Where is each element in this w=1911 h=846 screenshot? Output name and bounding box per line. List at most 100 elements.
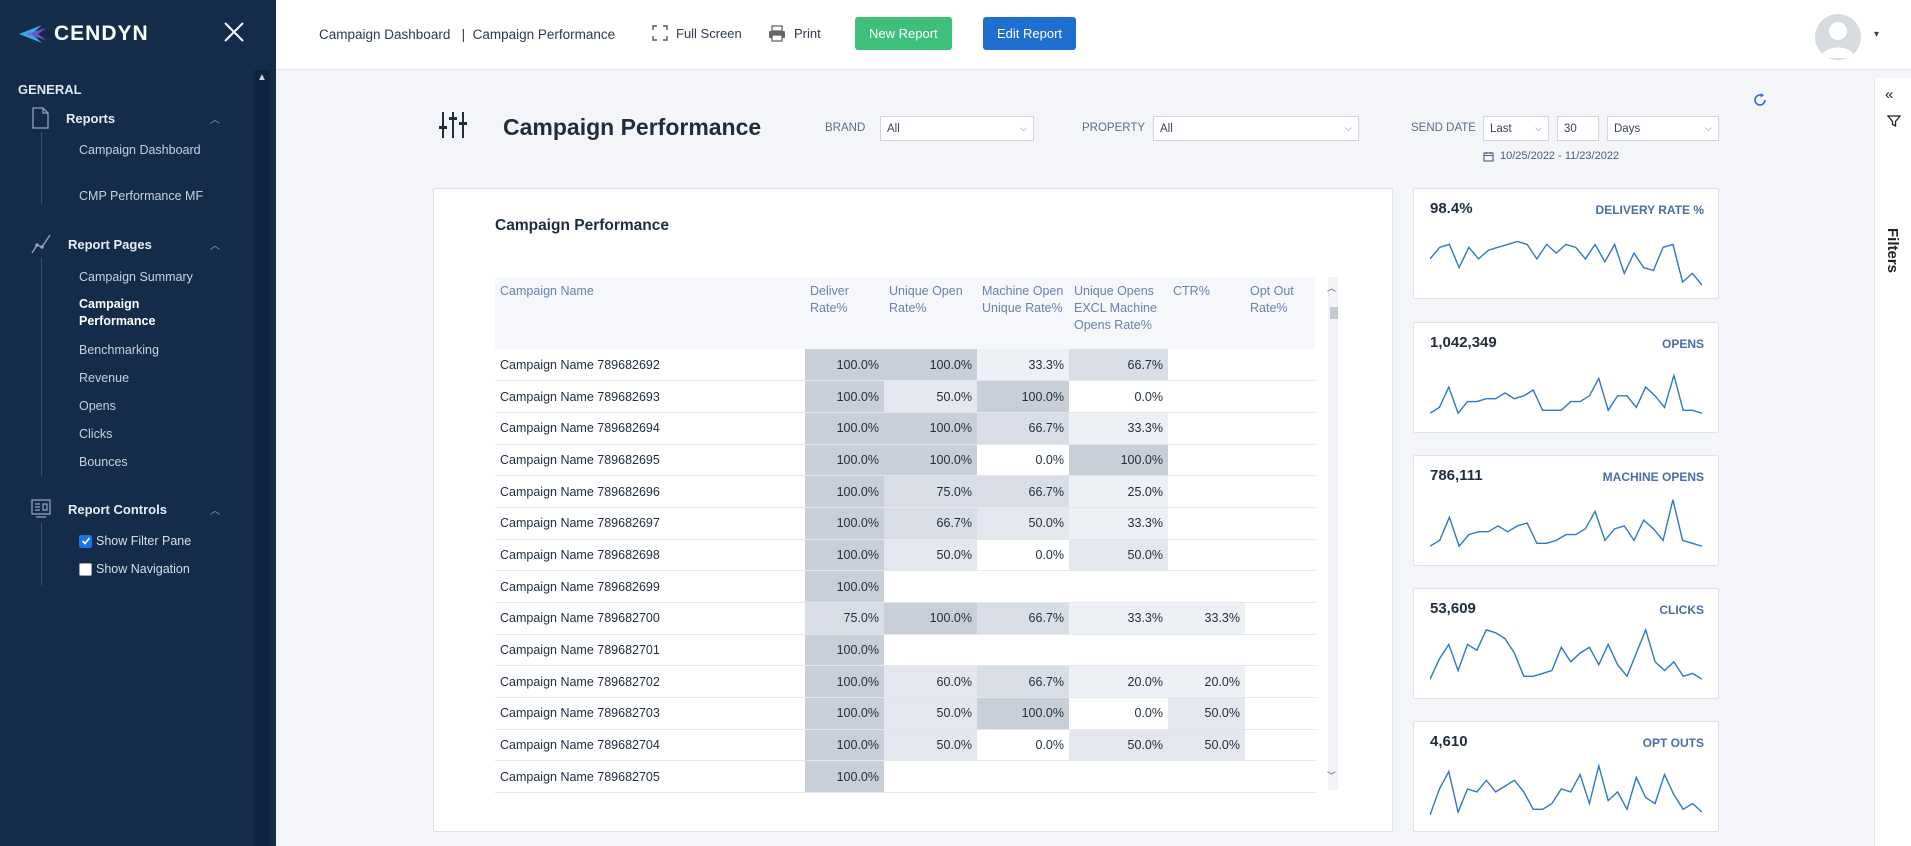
sparkline-chart [1430,499,1702,548]
table-row[interactable]: Campaign Name 789682695 100.0% 100.0% 0.0% 1… [495,444,1315,477]
avatar[interactable] [1815,14,1861,60]
table-row[interactable]: Campaign Name 789682702 100.0% 60.0% 66.7% 2… [495,665,1315,699]
print-button[interactable]: Print [768,25,821,42]
sidebar-item-opens[interactable]: Opens [79,399,116,413]
checkbox-checked-icon[interactable] [79,534,92,548]
metric-cell [1245,349,1315,382]
metric-cell: 100.0% [805,570,884,603]
metric-cell: 100.0% [884,444,977,477]
sparkline [1430,499,1702,548]
brand-logo[interactable]: CENDYN [18,22,149,46]
sidebar-group-label: Report Controls [68,501,167,517]
chevron-down-icon: ⌵ [1345,123,1352,133]
metric-cell: 100.0% [1069,444,1168,477]
sidebar-item-clicks[interactable]: Clicks [79,427,113,441]
metric-cell: 60.0% [884,665,977,699]
table-scrollbar[interactable] [1328,277,1338,790]
refresh-icon[interactable] [1752,92,1768,108]
column-header[interactable]: Unique Opens EXCL Machine Opens Rate% [1069,277,1168,349]
table-row[interactable]: Campaign Name 789682704 100.0% 50.0% 0.0% 50… [495,729,1315,762]
table-row[interactable]: Campaign Name 789682703 100.0% 50.0% 100.0%… [495,697,1315,730]
brand-select[interactable]: All ⌵ [880,116,1034,141]
page-title: Campaign Performance [503,114,762,140]
metric-cell [1069,760,1168,794]
metric-cell [1245,412,1315,445]
scrollbar-thumb[interactable] [1330,307,1338,319]
sidebar-item-campaign-summary[interactable]: Campaign Summary [79,270,193,284]
metric-cell [1168,412,1245,445]
metric-cell: 50.0% [884,697,977,730]
chevron-up-icon[interactable]: ︿ [210,505,220,517]
sidebar-item-revenue[interactable]: Revenue [79,371,130,385]
sidebar-item-bounces[interactable]: Bounces [79,455,128,469]
period-mode-select[interactable]: Last ⌵ [1483,116,1549,141]
double-chevron-left-icon[interactable]: « [1885,86,1894,103]
chevron-down-icon[interactable]: ▾ [1874,29,1880,40]
kpi-card[interactable]: 4,610 OPT OUTS [1413,721,1719,832]
metric-cell: 100.0% [805,665,884,699]
kpi-card[interactable]: 1,042,349 OPENS [1413,322,1719,433]
show-navigation-checkbox[interactable]: Show Navigation [79,562,190,576]
chevron-up-icon[interactable]: ︿ [210,114,220,126]
metric-cell: 100.0% [884,412,977,445]
kpi-value: 53,609 [1430,600,1476,617]
column-header[interactable]: Deliver Rate% [805,277,884,349]
sidebar-group-report-controls[interactable]: Report Controls ︿ [30,498,220,520]
sidebar-group-report-pages[interactable]: Report Pages ︿ [30,233,220,255]
sidebar-group-reports[interactable]: Reports ︿ [30,107,220,129]
period-count-value: 30 [1564,122,1577,135]
show-filter-pane-checkbox[interactable]: Show Filter Pane [79,534,191,548]
table-row[interactable]: Campaign Name 789682697 100.0% 66.7% 50.0% 3… [495,507,1315,540]
breadcrumb[interactable]: Campaign Dashboard | Campaign Performanc… [319,27,616,42]
metric-cell: 0.0% [977,729,1069,762]
kpi-card[interactable]: 53,609 CLICKS [1413,588,1719,699]
checkbox-label: Show Filter Pane [96,534,192,548]
sidebar-scrollbar[interactable] [254,70,270,846]
column-header[interactable]: Opt Out Rate% [1245,277,1315,349]
metric-cell: 100.0% [805,475,884,508]
sparkline-chart [1430,372,1702,415]
table-row[interactable]: Campaign Name 789682698 100.0% 50.0% 0.0% 50… [495,539,1315,572]
checkbox-unchecked-icon[interactable] [79,562,92,576]
table-row[interactable]: Campaign Name 789682699 100.0% [495,570,1315,603]
table-row[interactable]: Campaign Name 789682693 100.0% 50.0% 100.0%… [495,380,1315,413]
column-header[interactable]: CTR% [1168,277,1245,349]
table-row[interactable]: Campaign Name 789682701 100.0% [495,634,1315,667]
kpi-card[interactable]: 786,111 MACHINE OPENS [1413,455,1719,566]
sidebar-item-campaign-performance[interactable]: Campaign Performance [79,297,156,328]
table-row[interactable]: Campaign Name 789682692 100.0% 100.0% 33.3%… [495,349,1315,382]
kpi-card[interactable]: 98.4% DELIVERY RATE % [1413,188,1719,299]
scroll-down-icon[interactable]: ﹀ [1327,771,1337,781]
column-header[interactable]: Machine Open Unique Rate% [977,277,1069,349]
campaign-name-cell: Campaign Name 789682702 [495,665,805,699]
metric-cell: 33.3% [977,349,1069,382]
new-report-button[interactable]: New Report [855,17,952,50]
document-icon [32,107,49,129]
kpi-value: 786,111 [1430,467,1483,484]
campaign-name-cell: Campaign Name 789682698 [495,539,805,572]
scroll-up-icon[interactable]: ▲ [257,72,267,83]
column-header[interactable]: Campaign Name [495,277,805,349]
sidebar-item-cmp-performance-mf[interactable]: CMP Performance MF [79,189,204,203]
date-range[interactable]: 10/25/2022 - 11/23/2022 [1483,150,1619,162]
edit-report-button[interactable]: Edit Report [983,17,1077,50]
metric-cell [1168,507,1245,540]
close-sidebar-icon[interactable] [222,20,246,44]
full-screen-button[interactable]: Full Screen [652,25,742,41]
table-row[interactable]: Campaign Name 789682700 75.0% 100.0% 66.7% 3… [495,602,1315,635]
sidebar-item-campaign-dashboard[interactable]: Campaign Dashboard [79,143,201,157]
chevron-up-icon[interactable]: ︿ [210,240,220,252]
table-row[interactable]: Campaign Name 789682694 100.0% 100.0% 66.7%… [495,412,1315,445]
period-count-input[interactable]: 30 [1557,116,1599,141]
scroll-up-icon[interactable]: ︿ [1327,283,1337,293]
table-row[interactable]: Campaign Name 789682696 100.0% 75.0% 66.7% 2… [495,475,1315,508]
sidebar-item-benchmarking[interactable]: Benchmarking [79,343,159,357]
sparkline [1430,627,1702,680]
column-header[interactable]: Unique Open Rate% [884,277,977,349]
kpi-value: 4,610 [1430,733,1468,750]
period-unit-select[interactable]: Days ⌵ [1607,116,1719,141]
calendar-icon [1483,151,1494,162]
filters-pane-collapsed[interactable]: « Filters [1874,78,1911,846]
property-select[interactable]: All ⌵ [1153,116,1359,141]
table-row[interactable]: Campaign Name 789682705 100.0% [495,760,1315,794]
